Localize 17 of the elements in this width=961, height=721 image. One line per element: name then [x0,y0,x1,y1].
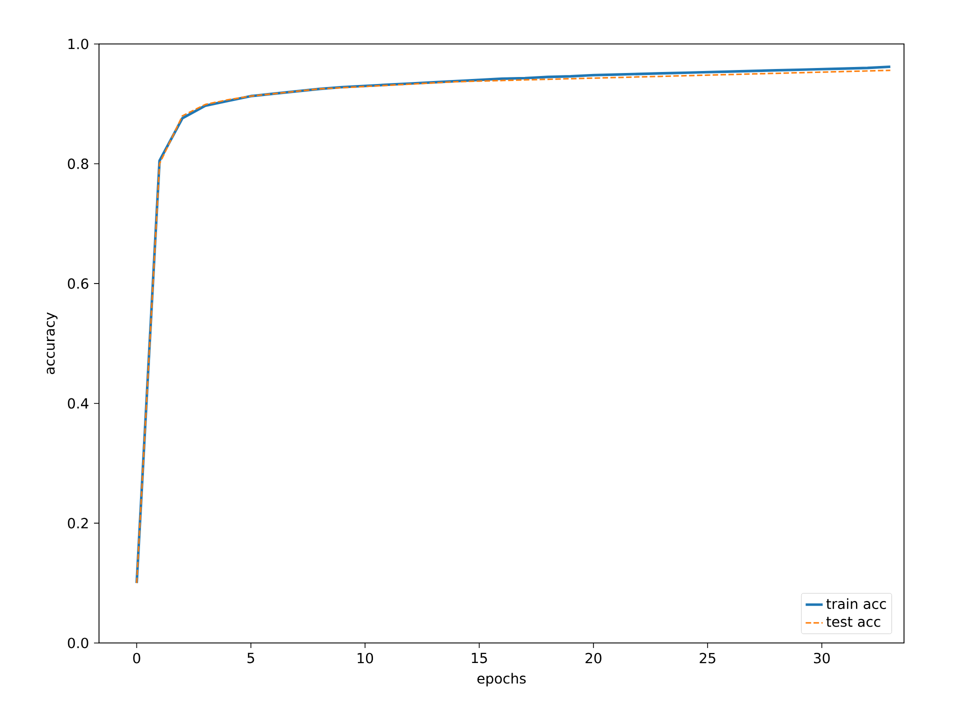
y-tick-label: 1.0 [68,38,88,50]
x-tick-label: 10 [358,652,374,664]
y-tick-label: 0.6 [68,278,88,289]
x-tick-label: 15 [472,652,487,664]
legend-label: train acc [826,598,886,610]
x-axis-title: epochs [477,672,526,686]
x-tick-label: 20 [586,652,602,664]
y-axis-title: accuracy [46,312,58,374]
x-tick-label: 30 [814,652,830,664]
x-tick-label: 0 [133,652,140,664]
y-tick-label: 0.4 [68,398,88,409]
y-tick-label: 0.0 [68,638,88,648]
y-tick-label: 0.2 [68,518,88,528]
x-tick-label: 5 [248,652,254,664]
x-tick-label: 25 [700,652,716,664]
y-tick-label: 0.8 [68,158,88,170]
legend-label: test acc [826,616,880,627]
